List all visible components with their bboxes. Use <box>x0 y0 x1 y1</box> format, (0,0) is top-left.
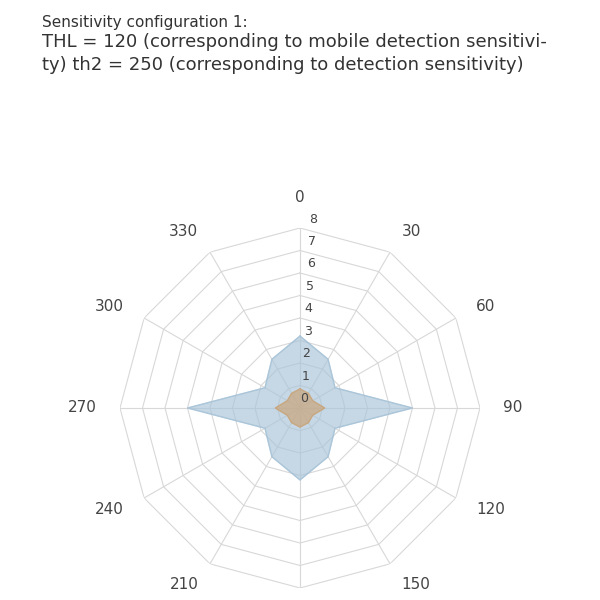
Text: 300: 300 <box>95 299 124 314</box>
Text: 0: 0 <box>300 392 308 406</box>
Text: 90: 90 <box>503 401 523 415</box>
Text: 6: 6 <box>307 257 315 271</box>
Text: 1: 1 <box>301 370 309 383</box>
Text: 3: 3 <box>304 325 311 338</box>
Text: 8: 8 <box>310 212 317 226</box>
Text: 60: 60 <box>476 299 496 314</box>
Text: 240: 240 <box>95 502 124 517</box>
Text: 150: 150 <box>402 577 431 592</box>
Text: 210: 210 <box>169 577 198 592</box>
Text: 270: 270 <box>68 401 97 415</box>
Polygon shape <box>275 389 325 427</box>
Polygon shape <box>187 336 413 480</box>
Text: 2: 2 <box>302 347 310 361</box>
Text: 330: 330 <box>169 224 198 239</box>
Text: 120: 120 <box>476 502 505 517</box>
Text: 5: 5 <box>306 280 314 293</box>
Text: 0: 0 <box>295 190 305 205</box>
Text: 7: 7 <box>308 235 316 248</box>
Text: THL = 120 (corresponding to mobile detection sensitivi-
ty) th2 = 250 (correspon: THL = 120 (corresponding to mobile detec… <box>42 33 547 74</box>
Text: 4: 4 <box>305 302 313 316</box>
Text: Sensitivity configuration 1:: Sensitivity configuration 1: <box>42 15 248 30</box>
Text: 30: 30 <box>402 224 421 239</box>
